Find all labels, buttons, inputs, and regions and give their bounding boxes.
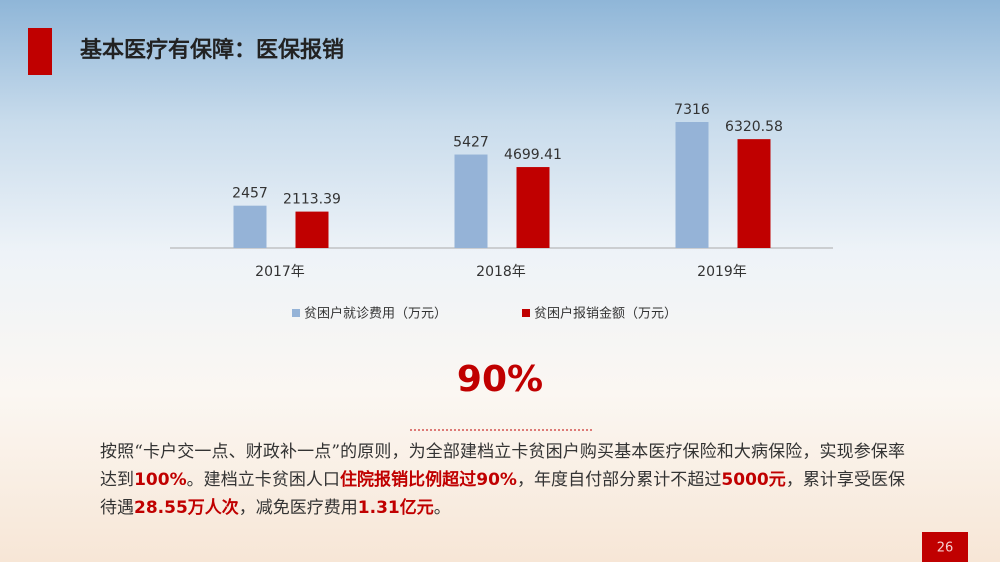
x-tick-label: 2019年 [697, 264, 747, 280]
highlight-text: 住院报销比例超过90% [339, 470, 517, 490]
legend-label: 贫困户就诊费用（万元） [304, 306, 447, 322]
slide-title: 基本医疗有保障：医保报销 [80, 37, 344, 63]
bar [516, 167, 550, 248]
legend-swatch [292, 309, 300, 317]
data-label: 2457 [232, 186, 268, 202]
paragraph: 按照“卡户交一点、财政补一点”的原则，为全部建档立卡贫困户购买基本医疗保险和大病… [100, 438, 905, 522]
body-text: 。建档立卡贫困人口 [186, 470, 340, 490]
body-text: 按照“卡户交一点、财政补一点”的原则，为全部建档立卡贫困户购买基本医疗保险和大病… [100, 442, 905, 490]
page-number: 26 [937, 541, 954, 556]
bar [737, 139, 771, 248]
body-text: ，累计享受医保待遇 [100, 470, 906, 518]
data-label: 5427 [453, 135, 489, 151]
headline: 90% [457, 359, 543, 400]
body-text: ，年度自付部分累计不超过 [516, 470, 722, 490]
highlight-text: 100% [134, 470, 187, 490]
highlight-text: 1.31亿元 [357, 498, 434, 518]
bar [675, 122, 709, 248]
legend-label: 贫困户报销金额（万元） [534, 306, 677, 322]
body-text: 。 [433, 498, 451, 518]
page-number-box [922, 532, 968, 562]
legend-swatch [522, 309, 530, 317]
title-accent [28, 28, 52, 75]
bar [295, 211, 329, 248]
highlight-text: 5000元 [721, 470, 786, 490]
x-tick-label: 2018年 [476, 264, 526, 280]
data-label: 6320.58 [725, 119, 783, 135]
highlight-text: 28.55万人次 [134, 498, 239, 518]
data-label: 4699.41 [504, 147, 562, 163]
body-text: ，减免医疗费用 [238, 498, 358, 518]
bar [454, 154, 488, 248]
data-label: 7316 [674, 102, 710, 118]
data-label: 2113.39 [283, 192, 341, 208]
bar [233, 205, 267, 248]
x-tick-label: 2017年 [255, 264, 305, 280]
